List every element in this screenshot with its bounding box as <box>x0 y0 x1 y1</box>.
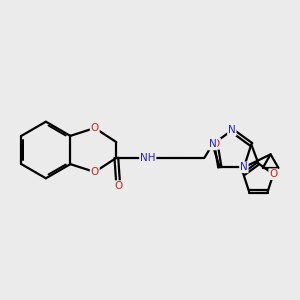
Text: N: N <box>228 125 236 135</box>
Text: O: O <box>212 139 220 149</box>
Text: N: N <box>208 140 216 149</box>
Text: O: O <box>114 181 122 191</box>
Text: O: O <box>91 167 99 177</box>
Text: N: N <box>240 162 248 172</box>
Text: O: O <box>91 123 99 133</box>
Text: NH: NH <box>140 153 155 163</box>
Text: O: O <box>269 169 278 179</box>
